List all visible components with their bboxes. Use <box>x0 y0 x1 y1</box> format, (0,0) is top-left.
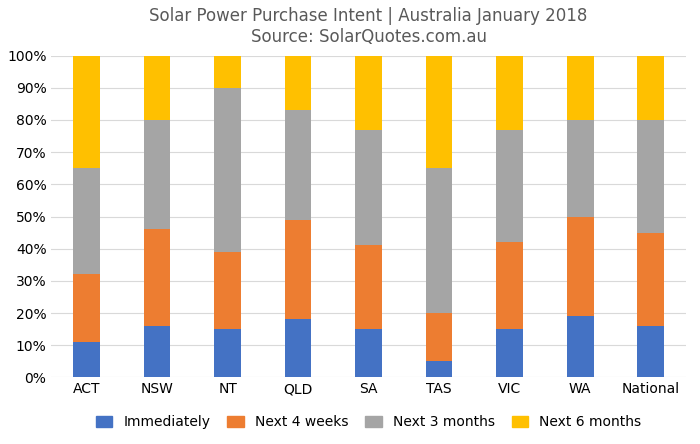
Bar <box>214 252 241 329</box>
Bar <box>355 246 382 329</box>
Bar <box>285 220 312 320</box>
Bar <box>496 56 523 130</box>
Bar <box>637 120 664 233</box>
Bar <box>496 242 523 329</box>
Bar <box>355 130 382 246</box>
Bar <box>285 110 312 220</box>
Bar <box>144 326 171 377</box>
Bar <box>637 233 664 326</box>
Bar <box>567 217 594 316</box>
Bar <box>637 56 664 120</box>
Bar <box>214 329 241 377</box>
Bar <box>285 320 312 377</box>
Bar <box>74 274 100 342</box>
Bar <box>567 316 594 377</box>
Bar <box>144 230 171 326</box>
Bar <box>355 56 382 130</box>
Legend: Immediately, Next 4 weeks, Next 3 months, Next 6 months: Immediately, Next 4 weeks, Next 3 months… <box>90 410 647 435</box>
Bar <box>355 329 382 377</box>
Bar <box>74 168 100 274</box>
Title: Solar Power Purchase Intent | Australia January 2018
Source: SolarQuotes.com.au: Solar Power Purchase Intent | Australia … <box>149 7 588 46</box>
Bar <box>496 130 523 242</box>
Bar <box>637 326 664 377</box>
Bar <box>567 120 594 217</box>
Bar <box>285 56 312 110</box>
Bar <box>426 361 452 377</box>
Bar <box>214 88 241 252</box>
Bar <box>426 313 452 361</box>
Bar <box>214 56 241 88</box>
Bar <box>74 342 100 377</box>
Bar <box>426 56 452 168</box>
Bar <box>74 56 100 168</box>
Bar <box>496 329 523 377</box>
Bar <box>426 168 452 313</box>
Bar <box>144 120 171 230</box>
Bar <box>567 56 594 120</box>
Bar <box>144 56 171 120</box>
